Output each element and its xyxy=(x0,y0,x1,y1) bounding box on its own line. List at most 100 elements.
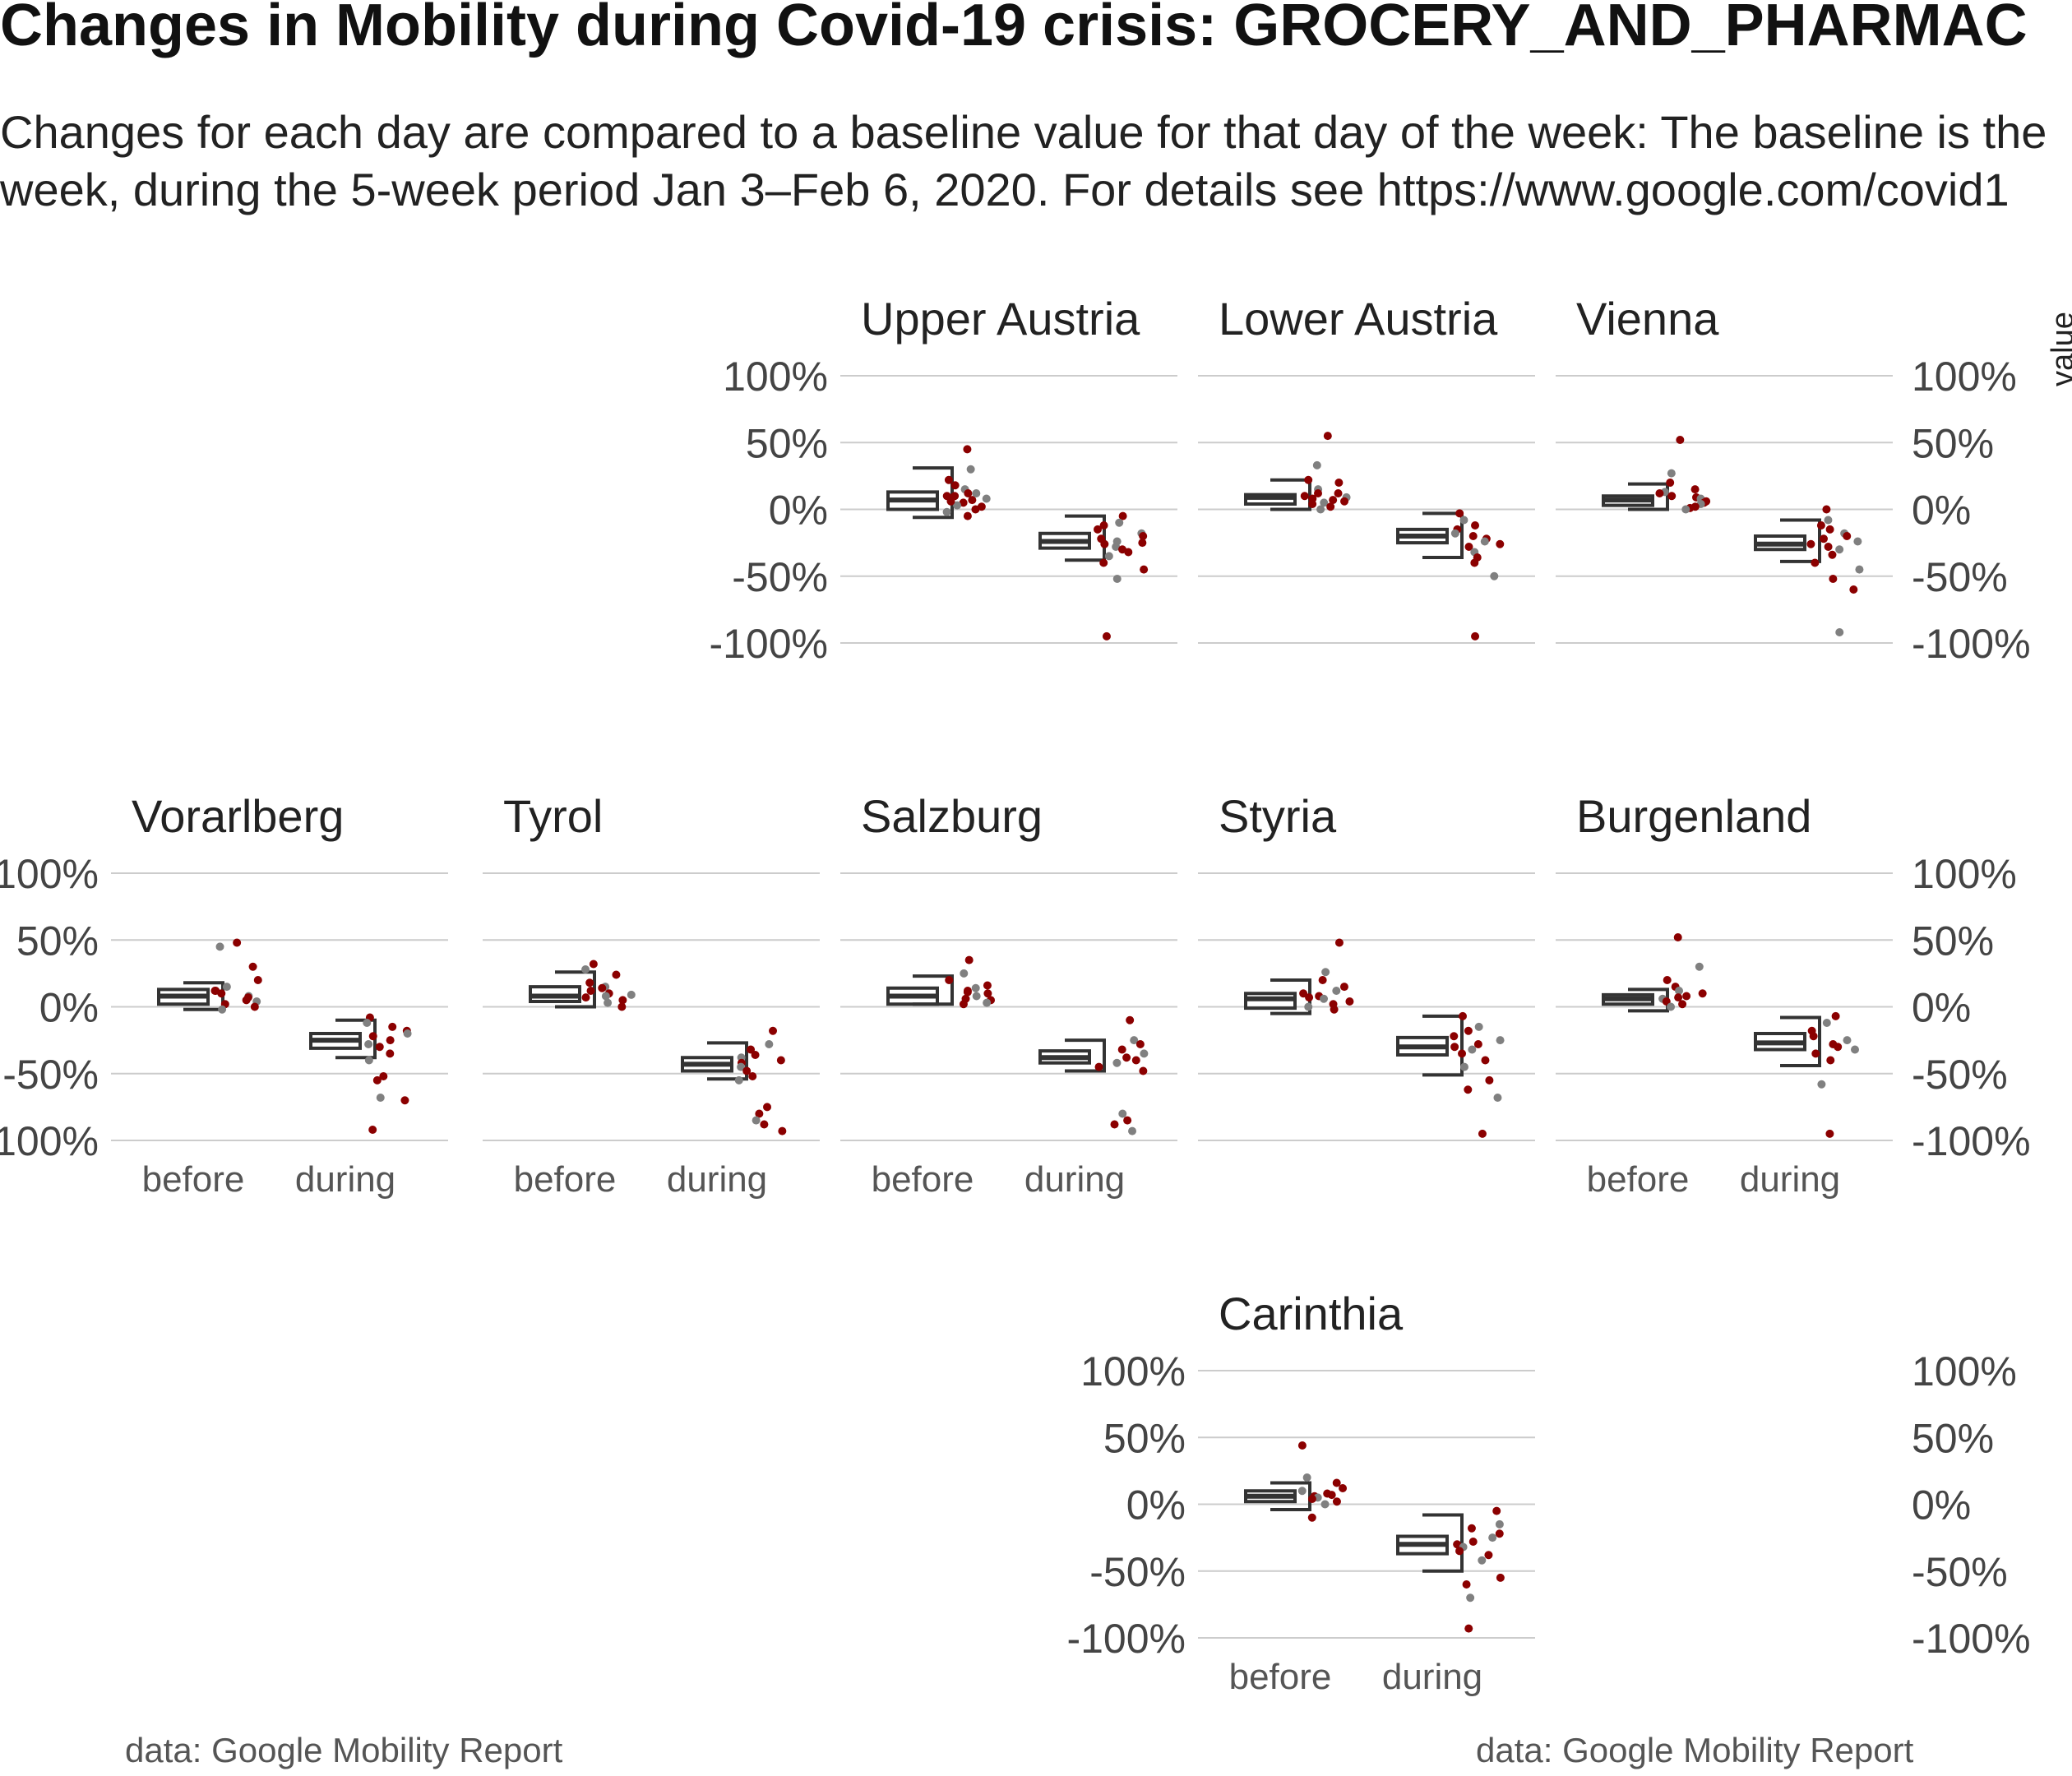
boxplot-before xyxy=(1602,933,1707,1013)
data-point xyxy=(1822,505,1831,514)
whisker xyxy=(1780,518,1821,563)
data-point xyxy=(1462,1580,1471,1589)
y-axis-left-tick-label: 0% xyxy=(1126,1482,1186,1529)
data-point xyxy=(1100,539,1109,548)
data-point xyxy=(1690,485,1700,494)
data-point xyxy=(1695,962,1704,971)
y-axis-left-tick-label: -50% xyxy=(732,554,828,600)
data-point xyxy=(1667,469,1676,478)
x-tick-label-before: before xyxy=(142,1159,245,1200)
y-axis-left-tick-label: -50% xyxy=(1089,1549,1186,1595)
data-point xyxy=(1822,1019,1831,1027)
data-point xyxy=(604,998,613,1007)
boxplot-before xyxy=(157,938,262,1014)
data-point xyxy=(589,960,598,969)
data-point xyxy=(946,497,955,506)
data-point xyxy=(972,992,981,1001)
data-point xyxy=(959,1000,968,1009)
data-point xyxy=(1681,505,1690,514)
y-axis-right-tick-label: -100% xyxy=(1912,1118,2031,1164)
y-axis-left-tick-label: -100% xyxy=(709,621,828,667)
data-point xyxy=(755,1109,764,1118)
data-point xyxy=(983,989,992,998)
data-point xyxy=(1478,1556,1487,1565)
data-point xyxy=(1453,1540,1462,1549)
data-point xyxy=(1835,628,1844,636)
data-point xyxy=(1849,585,1858,594)
facet-panel: Upper Austria xyxy=(840,293,1177,644)
chart-title: Changes in Mobility during Covid-19 cris… xyxy=(0,0,2028,58)
whisker xyxy=(1780,1015,1821,1067)
boxplot-during xyxy=(1396,1011,1505,1138)
whisker xyxy=(1422,1014,1464,1077)
data-point xyxy=(1314,489,1323,497)
data-point xyxy=(1809,1032,1818,1041)
data-point xyxy=(1817,1080,1826,1089)
data-point xyxy=(942,507,951,516)
data-point xyxy=(1473,1040,1482,1048)
data-point xyxy=(250,1002,259,1011)
data-point xyxy=(1099,521,1108,530)
data-point xyxy=(1853,537,1862,546)
data-point xyxy=(627,990,636,999)
data-point xyxy=(1655,489,1664,497)
data-point xyxy=(1678,1000,1687,1009)
data-point xyxy=(982,494,991,503)
data-point xyxy=(971,983,980,992)
data-point xyxy=(1130,1036,1139,1045)
data-point xyxy=(1458,1049,1467,1058)
data-point xyxy=(1831,1011,1840,1020)
y-axis-right-tick-label: 50% xyxy=(1912,1415,1994,1461)
data-point xyxy=(1811,1049,1820,1058)
data-point xyxy=(1484,1551,1493,1560)
data-point xyxy=(1307,1513,1316,1522)
data-point xyxy=(737,1062,746,1071)
data-point xyxy=(1468,1045,1477,1054)
data-point xyxy=(1297,1441,1307,1450)
data-point xyxy=(963,987,972,997)
data-point xyxy=(1811,558,1820,567)
facet-panel: Lower Austria xyxy=(1198,293,1535,644)
data-point xyxy=(964,955,974,964)
facet-title: Upper Austria xyxy=(861,293,1140,345)
whisker xyxy=(1065,1038,1106,1073)
data-point xyxy=(379,1072,388,1080)
data-point xyxy=(253,976,262,984)
data-point xyxy=(765,1040,774,1048)
data-point xyxy=(1464,1085,1473,1094)
data-point xyxy=(375,1043,384,1052)
data-point xyxy=(1471,631,1480,641)
y-axis-right-tick-label: -100% xyxy=(1912,621,2031,667)
data-point xyxy=(1450,529,1459,538)
data-point xyxy=(1332,1478,1341,1487)
data-point xyxy=(1117,1045,1126,1054)
data-point xyxy=(1124,548,1133,557)
data-point xyxy=(963,445,972,454)
y-axis-right-tick-label: 100% xyxy=(1912,1348,2017,1394)
data-point xyxy=(1826,1056,1835,1065)
y-axis-left-tick-label: -50% xyxy=(2,1052,99,1098)
data-point xyxy=(944,475,953,484)
data-point xyxy=(1468,1538,1478,1546)
facet-panel: Vorarlberg before during xyxy=(111,790,448,1200)
data-point xyxy=(1135,1040,1145,1048)
data-point xyxy=(1327,1491,1336,1500)
data-point xyxy=(1128,1126,1137,1135)
data-point xyxy=(1481,1056,1490,1065)
facet-panel: Burgenland before during xyxy=(1556,790,1893,1200)
data-point xyxy=(1825,1129,1834,1138)
data-point xyxy=(1123,1116,1132,1125)
data-point xyxy=(751,1051,760,1059)
data-point xyxy=(1318,976,1327,984)
boxplot-during xyxy=(309,1013,412,1134)
data-point xyxy=(1450,1043,1459,1052)
boxplot-before xyxy=(886,955,996,1009)
facet-panel: Salzburg before during xyxy=(840,790,1177,1200)
data-point xyxy=(1829,575,1838,583)
data-point xyxy=(972,489,981,497)
x-tick-label-during: during xyxy=(295,1159,395,1200)
boxplot-before xyxy=(1244,1441,1348,1522)
data-point xyxy=(1300,492,1309,501)
data-point xyxy=(1806,539,1815,548)
data-point xyxy=(612,970,621,979)
